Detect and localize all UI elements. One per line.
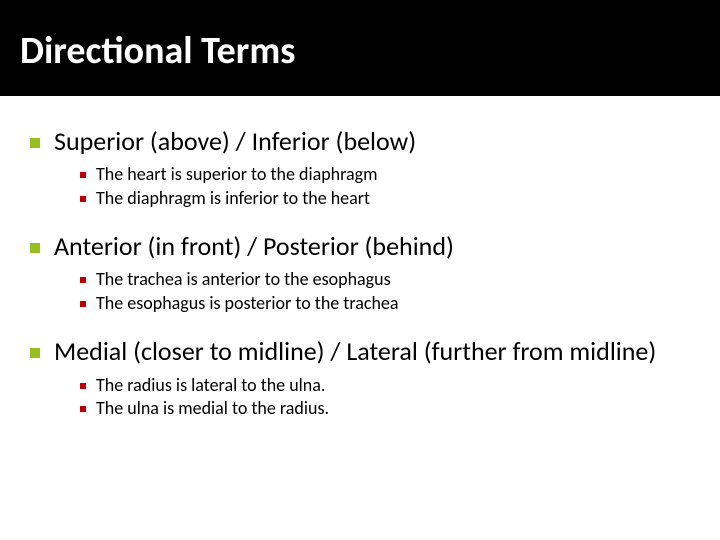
square-bullet-icon — [80, 277, 86, 283]
title-band: Directional Terms — [0, 0, 720, 96]
sub-item-label: The esophagus is posterior to the trache… — [96, 292, 399, 315]
sub-list: The heart is superior to the diaphragm T… — [80, 163, 690, 209]
list-item: The trachea is anterior to the esophagus — [80, 268, 690, 291]
list-item: The heart is superior to the diaphragm — [80, 163, 690, 186]
square-bullet-icon — [80, 172, 86, 178]
sub-item-label: The radius is lateral to the ulna. — [96, 374, 325, 397]
list-item: The radius is lateral to the ulna. — [80, 374, 690, 397]
square-bullet-icon — [80, 196, 86, 202]
list-item: Anterior (in front) / Posterior (behind) — [30, 231, 690, 262]
square-bullet-icon — [30, 348, 40, 358]
list-item: Superior (above) / Inferior (below) — [30, 126, 690, 157]
list-item: Medial (closer to midline) / Lateral (fu… — [30, 336, 690, 367]
main-item-label: Superior (above) / Inferior (below) — [54, 126, 416, 157]
sub-list: The radius is lateral to the ulna. The u… — [80, 374, 690, 420]
slide-title: Directional Terms — [20, 28, 700, 74]
main-item-label: Anterior (in front) / Posterior (behind) — [54, 231, 454, 262]
sub-item-label: The heart is superior to the diaphragm — [96, 163, 378, 186]
main-item-label: Medial (closer to midline) / Lateral (fu… — [54, 336, 656, 367]
list-item: The ulna is medial to the radius. — [80, 397, 690, 420]
content-area: Superior (above) / Inferior (below) The … — [0, 96, 720, 462]
square-bullet-icon — [30, 243, 40, 253]
square-bullet-icon — [80, 383, 86, 389]
list-item: The diaphragm is inferior to the heart — [80, 187, 690, 210]
square-bullet-icon — [80, 301, 86, 307]
square-bullet-icon — [30, 138, 40, 148]
sub-item-label: The trachea is anterior to the esophagus — [96, 268, 391, 291]
list-item: The esophagus is posterior to the trache… — [80, 292, 690, 315]
square-bullet-icon — [80, 406, 86, 412]
sub-list: The trachea is anterior to the esophagus… — [80, 268, 690, 314]
sub-item-label: The ulna is medial to the radius. — [96, 397, 329, 420]
sub-item-label: The diaphragm is inferior to the heart — [96, 187, 370, 210]
